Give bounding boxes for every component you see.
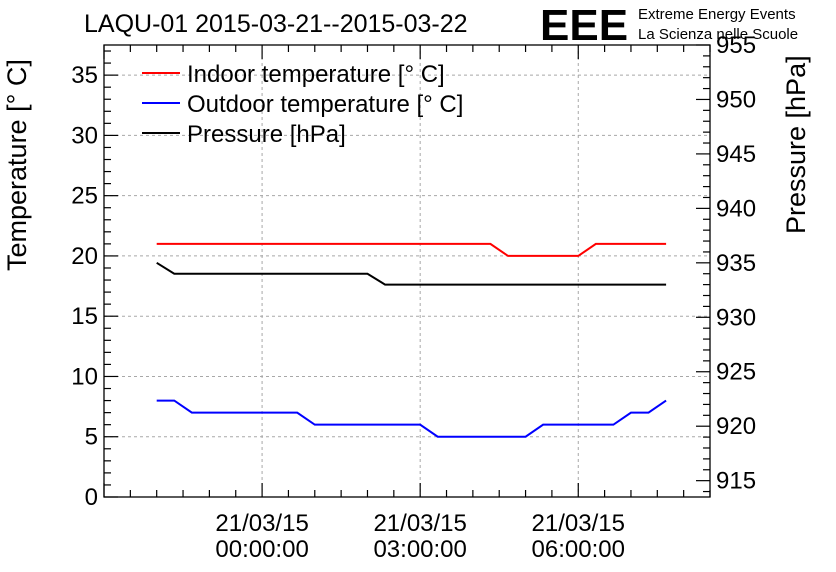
axis-layer (103, 44, 711, 498)
y-tick-label: 20 (71, 243, 98, 270)
series-layer (156, 242, 667, 438)
eee-logo-line1: Extreme Energy Events (638, 6, 796, 23)
eee-logo: EEE Extreme Energy Events La Scienza nel… (540, 1, 798, 50)
series-line-1 (156, 242, 667, 257)
y2-tick-label: 955 (716, 32, 756, 59)
y2-tick-label: 945 (716, 141, 756, 168)
legend-label-2: Outdoor temperature [° C] (187, 91, 463, 118)
y-tick-label: 15 (71, 303, 98, 330)
legend-label-1: Indoor temperature [° C] (187, 61, 445, 88)
y-tick-label: 0 (85, 484, 98, 511)
x-tick-label-date: 21/03/15 (373, 510, 466, 537)
y2-tick-label: 950 (716, 86, 756, 113)
series-line-2 (156, 399, 667, 438)
x-tick-label-date: 21/03/15 (215, 510, 308, 537)
y2-tick-label: 930 (716, 304, 756, 331)
y-tick-label: 25 (71, 183, 98, 210)
y2-tick-label: 915 (716, 468, 756, 495)
x-tick-label-time: 03:00:00 (373, 536, 466, 563)
y2-tick-label: 940 (716, 195, 756, 222)
y2-axis-title: Pressure [hPa] (781, 55, 811, 234)
x-tick-label-time: 00:00:00 (215, 536, 308, 563)
legend-label-3: Pressure [hPa] (187, 121, 346, 148)
label-layer: 0 5 10 15 20 25 30 35 915 920 925 930 935 940 945 950 95… (71, 32, 756, 563)
grid-layer (104, 45, 710, 497)
x-tick-label-time: 06:00:00 (532, 536, 625, 563)
y-tick-label: 10 (71, 363, 98, 390)
y2-tick-label: 925 (716, 359, 756, 386)
y-tick-label: 5 (85, 424, 98, 451)
plot-frame (103, 44, 711, 498)
series-line-3 (156, 261, 667, 286)
y-tick-label: 30 (71, 122, 98, 149)
eee-logo-mark: EEE (540, 1, 628, 50)
eee-logo-line2: La Scienza nelle Scuole (638, 26, 798, 43)
y-tick-label: 35 (71, 62, 98, 89)
chart-title: LAQU-01 2015-03-21--2015-03-22 (84, 10, 468, 38)
y2-tick-label: 935 (716, 250, 756, 277)
y-axis-title: Temperature [° C] (2, 59, 32, 271)
legend: Indoor temperature [° C] Outdoor temperat… (142, 61, 463, 148)
x-tick-label-date: 21/03/15 (532, 510, 625, 537)
y2-tick-label: 920 (716, 413, 756, 440)
